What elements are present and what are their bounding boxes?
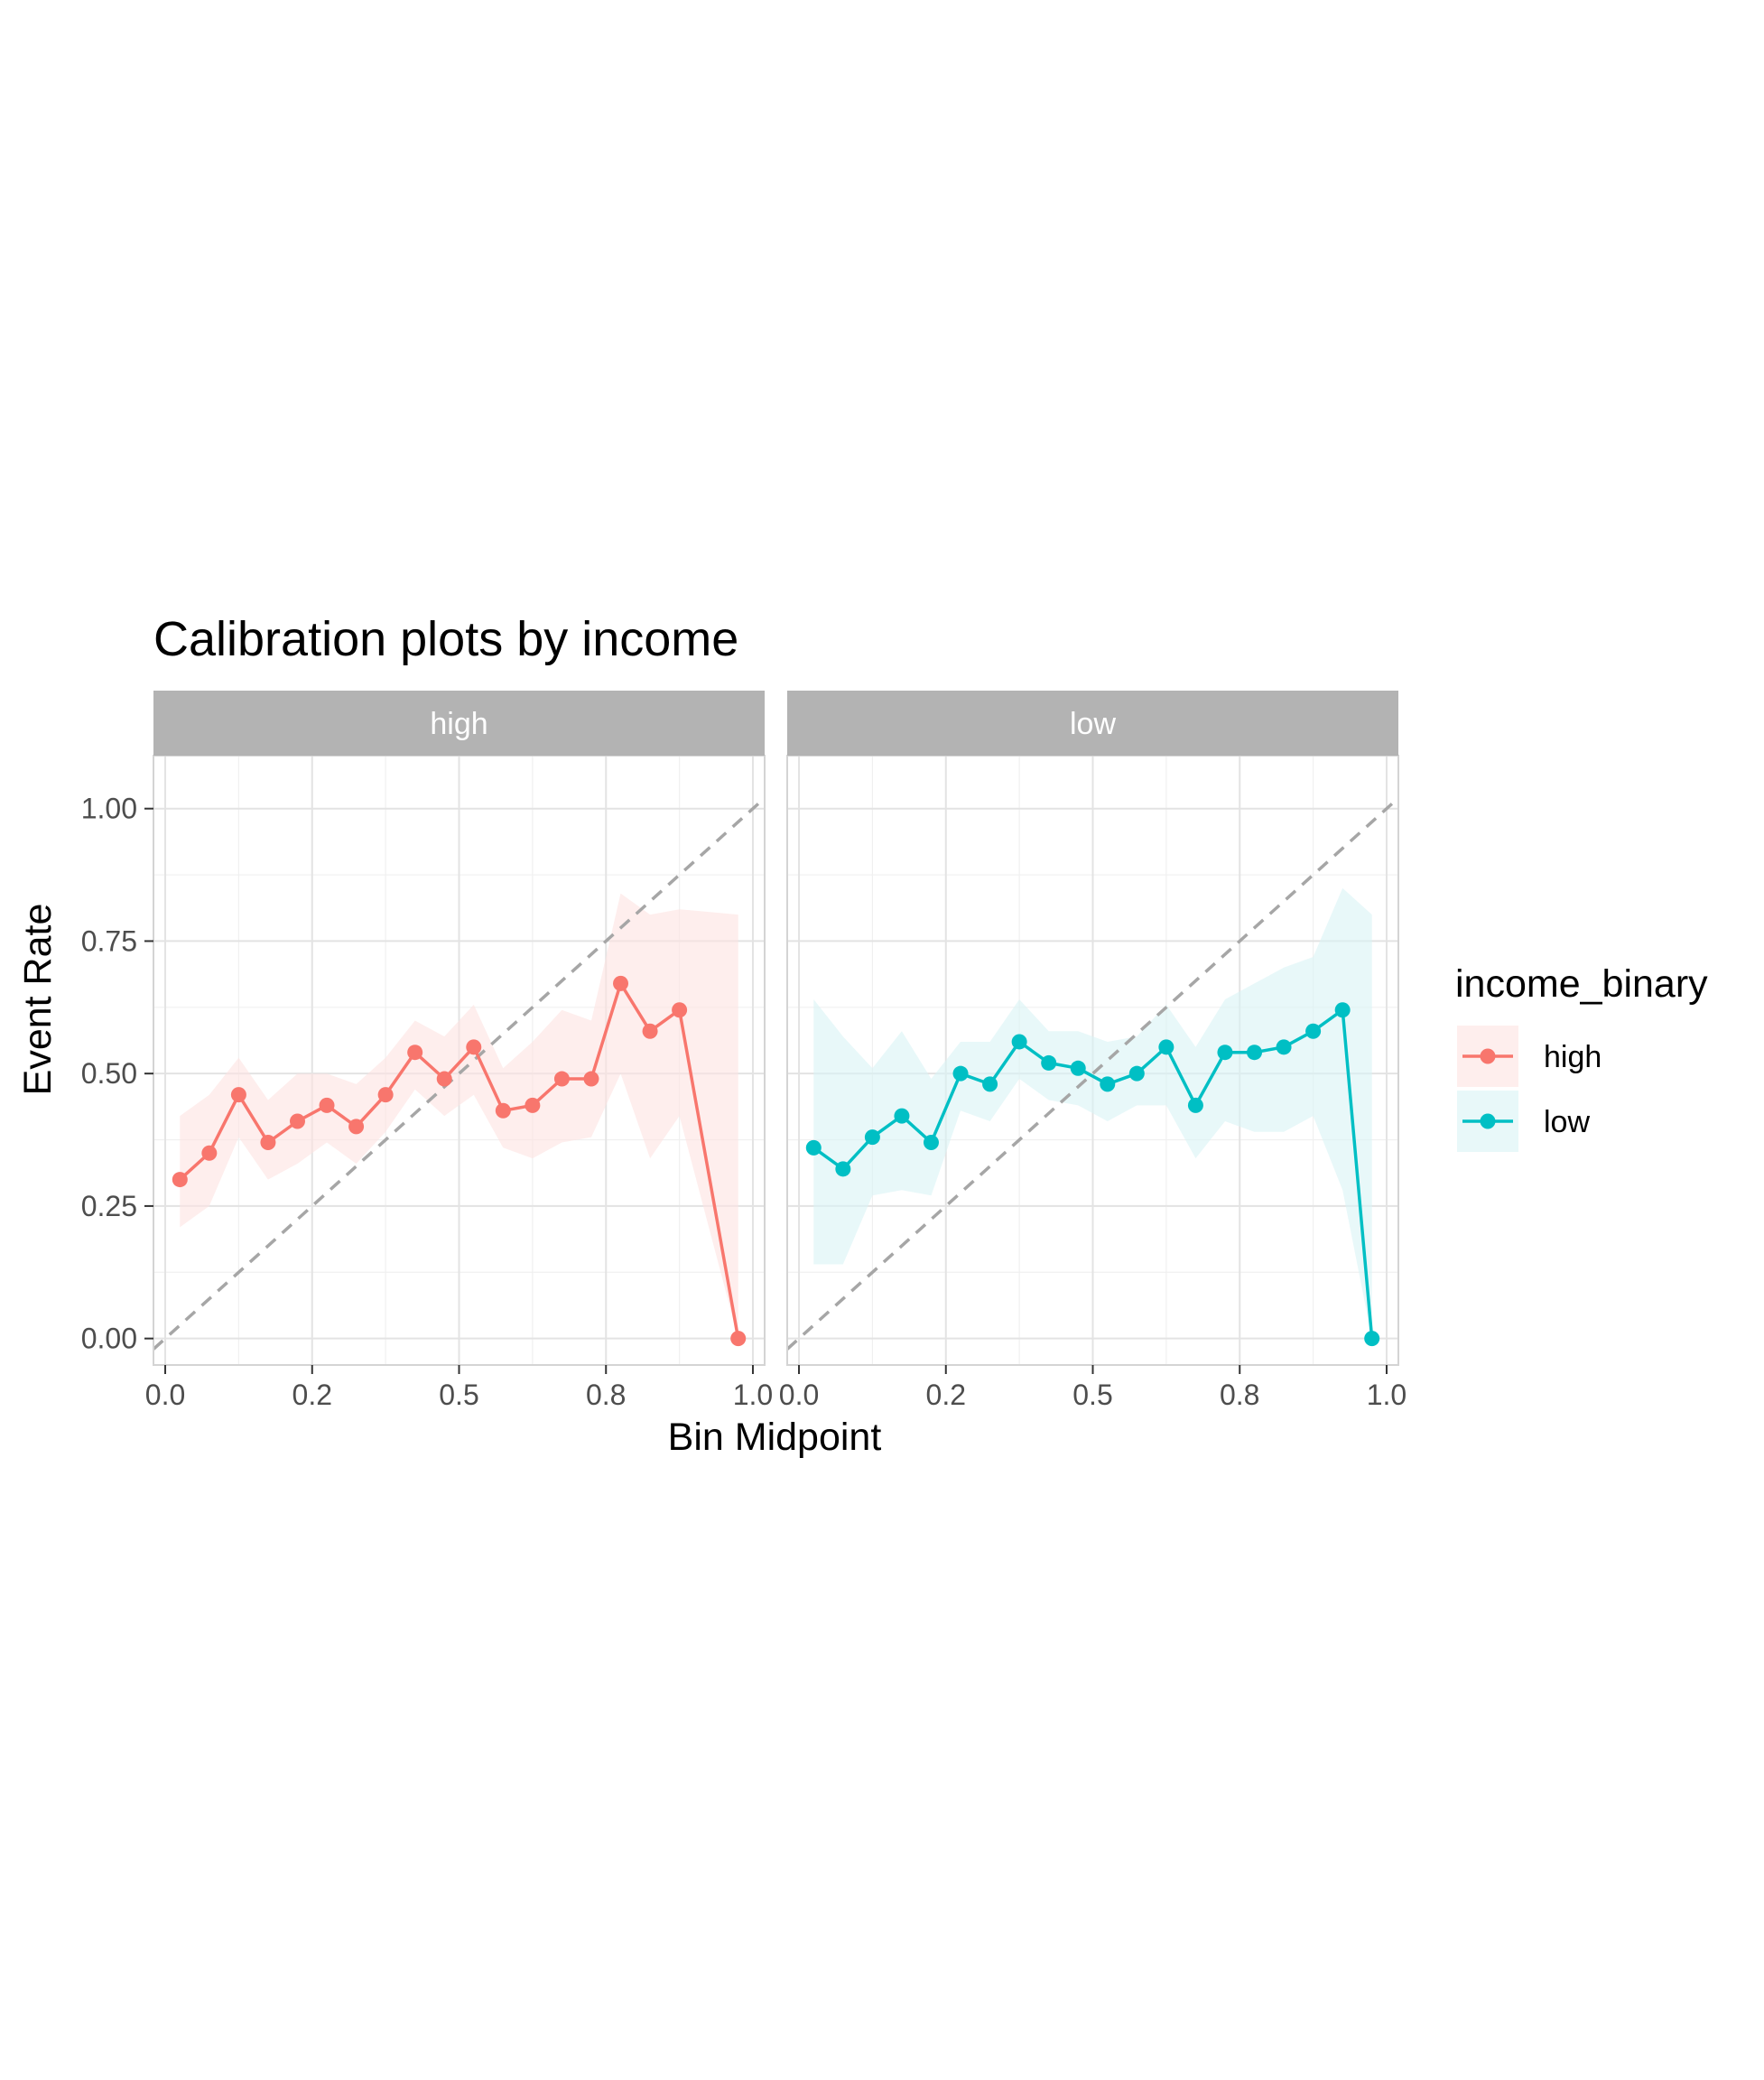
legend-key-point <box>1480 1113 1496 1129</box>
reference-line <box>153 796 765 1351</box>
legend: income_binary high low <box>1455 962 1708 1152</box>
x-tick-label: 0.5 <box>439 1379 478 1411</box>
data-point <box>613 975 629 991</box>
confidence-ribbon-low <box>813 887 1372 1339</box>
data-point <box>894 1108 910 1124</box>
data-point <box>348 1119 365 1135</box>
y-axis-title: Event Rate <box>16 904 60 1096</box>
data-point <box>1334 1002 1351 1018</box>
data-point <box>923 1134 939 1150</box>
confidence-ribbon-high <box>180 893 738 1339</box>
x-tick-label: 0.0 <box>145 1379 185 1411</box>
data-point <box>289 1113 305 1129</box>
reference-line <box>787 796 1398 1351</box>
data-point <box>1011 1034 1027 1050</box>
legend-title: income_binary <box>1455 962 1708 1006</box>
facet-strip-label: low <box>1070 707 1116 741</box>
data-point <box>1070 1060 1086 1076</box>
data-point <box>1217 1045 1233 1061</box>
data-point <box>407 1045 423 1061</box>
y-tick-label: 0.25 <box>81 1190 137 1222</box>
data-point <box>730 1331 747 1347</box>
data-point <box>319 1097 335 1113</box>
y-tick-label: 0.75 <box>81 924 137 957</box>
legend-label: low <box>1544 1105 1590 1139</box>
data-point <box>672 1002 688 1018</box>
y-tick-label: 1.00 <box>81 793 137 825</box>
x-axis-title: Bin Midpoint <box>668 1416 882 1459</box>
chart-title: Calibration plots by income <box>153 612 738 666</box>
x-tick-label: 0.2 <box>926 1379 966 1411</box>
data-point <box>260 1134 276 1150</box>
data-point <box>835 1161 851 1177</box>
x-tick-label: 0.2 <box>292 1379 332 1411</box>
data-point <box>642 1023 658 1039</box>
facet-strip <box>787 691 1398 756</box>
data-point <box>583 1071 599 1087</box>
facet-strip <box>153 691 765 756</box>
data-point <box>201 1145 218 1161</box>
data-point <box>1158 1039 1174 1055</box>
data-point <box>1276 1039 1292 1055</box>
data-point <box>1100 1076 1116 1092</box>
x-tick-label: 0.8 <box>1220 1379 1259 1411</box>
data-point <box>864 1129 880 1146</box>
data-point <box>982 1076 998 1092</box>
x-tick-label: 0.8 <box>586 1379 626 1411</box>
legend-label: high <box>1544 1040 1602 1074</box>
data-point <box>1041 1054 1057 1071</box>
panel-low: low 0.0 0.2 0.5 0.8 1.0 <box>779 691 1407 1411</box>
panel-high: high 0.0 0.2 0.5 0.8 1.0 0.00 0.25 0.50 0.75 1.00 <box>81 691 773 1411</box>
data-point <box>525 1097 541 1113</box>
data-point <box>805 1139 822 1156</box>
legend-key-point <box>1480 1048 1496 1064</box>
data-point <box>952 1065 969 1082</box>
y-tick-label: 0.00 <box>81 1323 137 1355</box>
facet-strip-label: high <box>430 707 487 741</box>
facet-panels: high 0.0 0.2 0.5 0.8 1.0 0.00 0.25 0.50 0.75 1.00 l… <box>81 691 1407 1411</box>
data-point <box>553 1071 570 1087</box>
y-tick-label: 0.50 <box>81 1057 137 1090</box>
legend-entry-low: low <box>1457 1091 1590 1152</box>
data-point <box>1128 1065 1145 1082</box>
x-tick-label: 1.0 <box>733 1379 773 1411</box>
data-point <box>495 1102 511 1119</box>
data-point <box>172 1172 188 1188</box>
data-point <box>436 1071 452 1087</box>
x-tick-label: 0.5 <box>1072 1379 1112 1411</box>
data-point <box>377 1087 394 1103</box>
data-point <box>230 1087 246 1103</box>
data-point <box>1364 1331 1380 1347</box>
data-point <box>1187 1097 1203 1113</box>
data-point <box>1305 1023 1322 1039</box>
x-tick-label: 0.0 <box>779 1379 819 1411</box>
data-point <box>1247 1045 1263 1061</box>
data-point <box>466 1039 482 1055</box>
x-tick-label: 1.0 <box>1367 1379 1407 1411</box>
legend-entry-high: high <box>1457 1026 1602 1087</box>
